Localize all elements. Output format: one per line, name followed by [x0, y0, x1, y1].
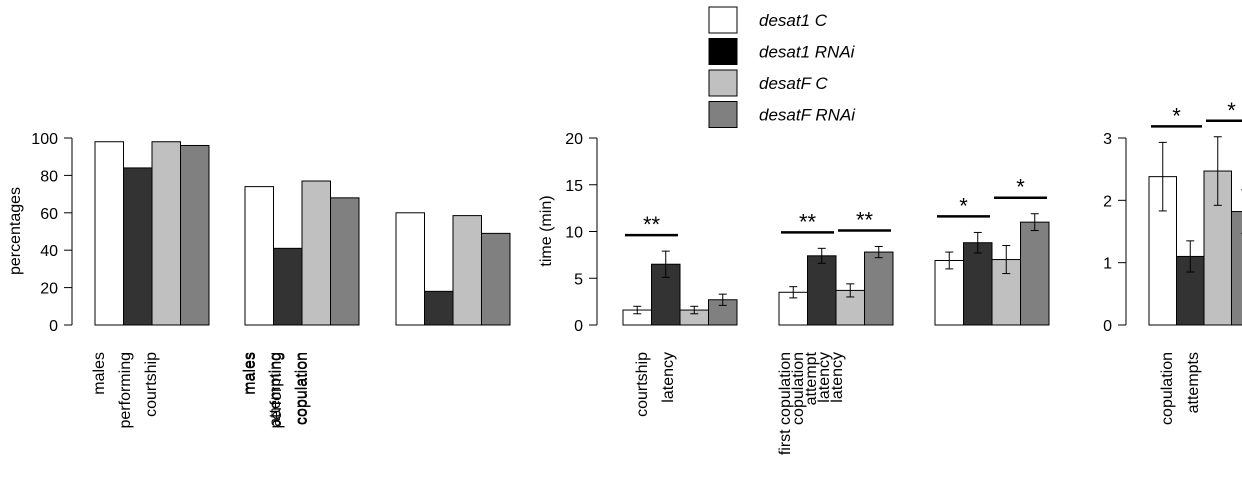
category-label: attempts	[1185, 352, 1202, 413]
y-tick-label: 60	[40, 206, 58, 223]
legend-swatch-1	[708, 38, 738, 65]
bar	[481, 232, 511, 326]
category-label: males	[241, 352, 258, 395]
category-label: copulation	[293, 352, 310, 425]
y-tick-label: 10	[565, 225, 583, 242]
y-tick-label: 80	[40, 168, 58, 185]
bar	[424, 290, 454, 326]
category-label: courtship	[634, 352, 651, 417]
significance-label: *	[1016, 175, 1025, 200]
bar	[244, 186, 274, 326]
y-tick-label: 20	[565, 131, 583, 148]
legend-label-0: desat1 C	[759, 11, 828, 30]
significance-label: **	[799, 209, 817, 234]
category-label: courtship	[143, 352, 160, 417]
bar	[1020, 221, 1050, 326]
bar	[1231, 211, 1242, 326]
y-tick-label: 15	[565, 178, 583, 195]
y-tick-label: 1	[1103, 256, 1112, 273]
bar	[864, 251, 894, 326]
y-tick-label: 5	[574, 271, 583, 288]
y-tick-label: 0	[49, 318, 58, 335]
panel-attempts: 0 1 2 3 * * copulation attempts	[1103, 98, 1242, 425]
category-label: attempting	[267, 352, 284, 427]
category-label: males	[91, 352, 108, 395]
bar	[330, 197, 360, 326]
y-axis-label: time (min)	[538, 195, 555, 266]
legend-label-2: desatF C	[759, 74, 828, 93]
bar	[934, 259, 964, 326]
category-label: attempt	[803, 351, 820, 405]
bar	[452, 215, 482, 326]
bar	[963, 242, 993, 326]
y-tick-label: 40	[40, 243, 58, 260]
significance-label: **	[643, 212, 661, 237]
bar	[301, 180, 331, 326]
bar	[807, 255, 837, 326]
legend-label-3: desatF RNAi	[759, 106, 856, 125]
category-label: latency	[816, 352, 833, 403]
legend-swatch-3	[708, 101, 738, 128]
legend-label-1: desat1 RNAi	[759, 43, 856, 62]
bar	[123, 167, 153, 326]
y-tick-label: 20	[40, 281, 58, 298]
y-axis-label: percentages	[7, 187, 24, 275]
panel-percentages: 0 20 40 60 80 100 percentages males performing co…	[7, 131, 511, 428]
legend-swatch-0	[708, 6, 738, 34]
category-label: performing	[117, 352, 134, 428]
bar	[273, 247, 303, 326]
category-label: first copulation	[777, 352, 794, 455]
category-label: latency	[829, 352, 846, 403]
y-tick-label: 3	[1103, 131, 1112, 148]
category-label: copulation	[294, 352, 311, 425]
legend-swatch-2	[708, 69, 738, 97]
category-label: latency	[660, 352, 677, 403]
bar	[94, 141, 124, 326]
y-tick-label: 0	[1103, 318, 1112, 335]
bar	[151, 141, 181, 326]
category-label: males	[242, 352, 259, 395]
y-tick-label: 2	[1103, 193, 1112, 210]
category-label: copulation	[1159, 352, 1176, 425]
bar	[180, 144, 210, 326]
y-tick-label: 0	[574, 318, 583, 335]
significance-label: *	[1172, 103, 1181, 128]
bar	[395, 212, 425, 326]
legend: desat1 C desat1 RNAi desatF C desatF RNAi	[708, 6, 856, 128]
category-label: performing	[268, 352, 285, 428]
significance-label: *	[959, 193, 968, 218]
y-tick-label: 100	[31, 131, 58, 148]
category-label: copulation	[790, 352, 807, 425]
significance-label: **	[856, 207, 874, 232]
significance-label: *	[1227, 98, 1236, 123]
